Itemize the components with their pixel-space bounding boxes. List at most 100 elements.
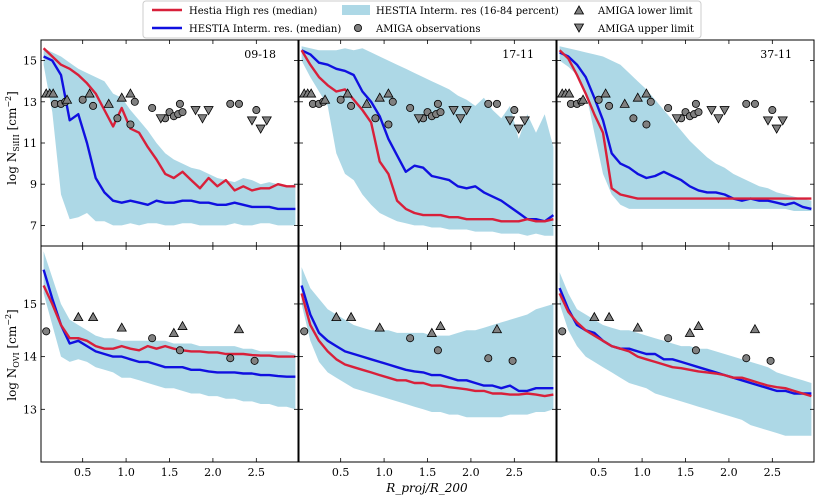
amiga-obs-r0-c1-4	[347, 101, 356, 110]
amiga-obs-r1-c2-0	[558, 327, 567, 336]
high-res-line-r1-c2	[558, 292, 812, 398]
amiga-lower-r1-c1-4	[435, 320, 446, 330]
band-r0-c0	[43, 48, 296, 226]
amiga-upper-r0-c0-6	[261, 116, 272, 126]
amiga-obs-r1-c0-0	[42, 327, 51, 336]
amiga-lower-r1-c2-2	[632, 322, 643, 332]
amiga-lower-r1-c1-3	[426, 327, 438, 337]
legend-label-amiga-upper: AMIGA upper limit	[597, 24, 694, 35]
amiga-lower-r0-c2-6	[632, 92, 643, 102]
amiga-lower-r0-c0-7	[125, 88, 136, 98]
amiga-obs-r1-c1-1	[406, 334, 415, 343]
amiga-upper-r0-c2-6	[777, 116, 788, 126]
amiga-upper-r0-c1-4	[504, 116, 516, 126]
svg-text:log NOVI [cm−2]: log NOVI [cm−2]	[4, 309, 21, 401]
high-res-line-r1-c0	[42, 284, 296, 358]
amiga-obs-r0-c2-5	[629, 114, 638, 123]
legend-swatch-amiga-lower	[573, 5, 585, 15]
ytick-label-r0-0: 7	[30, 219, 37, 232]
amiga-obs-r0-c0-17	[252, 106, 261, 115]
amiga-lower-r0-c0-5	[103, 98, 114, 108]
amiga-upper-r0-c1-0	[413, 114, 425, 124]
amiga-lower-r1-c0-3	[168, 327, 180, 337]
plot-area-r1-c0	[42, 251, 296, 410]
panel-label-0: 09-18	[244, 48, 276, 61]
svg-text:log NSiIII [cm−2]: log NSiIII [cm−2]	[4, 91, 21, 185]
amiga-upper-r0-c2-2	[713, 114, 724, 124]
amiga-obs-r0-c1-13	[433, 99, 442, 108]
panel-r1-c1: 0.5 1.0 1.5 2.0 2.5	[298, 245, 557, 479]
panel-r1-c0: 13 14 15 0.5 1.0 1.5 2.0 2.5	[23, 245, 299, 479]
ytick-label-r0-1: 9	[30, 178, 37, 191]
amiga-upper-r0-c0-5	[255, 124, 266, 134]
ylabel-row-0: log NSiIII [cm−2]	[4, 91, 21, 185]
amiga-obs-r0-c1-8	[406, 103, 415, 112]
amiga-upper-r0-c1-2	[455, 114, 466, 124]
plot-area-r0-c0	[41, 47, 296, 226]
amiga-obs-r1-c0-1	[148, 334, 157, 343]
legend-label-high-res: Hestia High res (median)	[189, 6, 317, 17]
amiga-lower-r1-c2-1	[603, 311, 615, 322]
amiga-obs-r0-c1-5	[371, 114, 380, 123]
amiga-obs-r0-c2-7	[646, 97, 655, 106]
ylabel-row-0-close: ]	[5, 91, 19, 96]
amiga-upper-r0-c2-3	[719, 106, 730, 116]
amiga-obs-r1-c0-3	[226, 354, 235, 363]
amiga-obs-r0-c0-4	[89, 101, 98, 110]
amiga-upper-r0-c1-5	[513, 124, 524, 134]
amiga-obs-r0-c0-6	[126, 120, 135, 129]
amiga-obs-r0-c2-4	[605, 101, 614, 110]
amiga-obs-r0-c1-6	[384, 120, 393, 129]
amiga-lower-r1-c2-5	[749, 323, 761, 334]
xtick-label-c1-4: 2.5	[506, 466, 524, 479]
amiga-obs-r1-c1-3	[484, 354, 493, 363]
amiga-upper-r0-c2-5	[771, 124, 782, 134]
amiga-lower-r0-c1-6	[374, 92, 385, 102]
xtick-label-c0-3: 2.0	[204, 466, 222, 479]
amiga-upper-r0-c0-2	[197, 114, 208, 124]
amiga-lower-r1-c1-5	[491, 323, 503, 334]
amiga-obs-r0-c1-7	[388, 97, 397, 106]
xtick-label-c1-2: 1.5	[419, 466, 437, 479]
amiga-obs-r0-c2-16	[750, 99, 759, 108]
xtick-label-c2-3: 2.0	[720, 466, 738, 479]
high-res-line-r1-c1	[300, 293, 554, 398]
panel-label-1: 17-11	[502, 48, 534, 61]
amiga-obs-r1-c2-1	[664, 334, 673, 343]
xtick-label-c1-1: 1.0	[375, 466, 393, 479]
xtick-label-c2-4: 2.5	[764, 466, 782, 479]
interm-median-line-r0-c2	[559, 51, 812, 211]
amiga-upper-r0-c2-4	[762, 116, 774, 126]
ylabel-row-1: log NOVI [cm−2]	[4, 309, 21, 401]
amiga-obs-r0-c1-17	[510, 106, 519, 115]
interm-median-line-r0-c0	[43, 55, 296, 211]
amiga-obs-r1-c1-2	[433, 346, 442, 355]
ylabel-row-1-unit: [cm	[5, 325, 19, 348]
legend-label-interm-median: HESTIA Interm. res. (median)	[189, 24, 341, 35]
amiga-lower-r0-c2-2	[563, 88, 575, 98]
amiga-upper-r0-c0-1	[190, 106, 201, 116]
legend-swatch-amiga-obs	[353, 23, 362, 32]
plot-area-r1-c2	[558, 272, 812, 436]
ylabel-row-1-exp: −2	[4, 314, 13, 326]
amiga-obs-r0-c2-3	[594, 95, 603, 104]
amiga-lower-r0-c1-7	[383, 88, 394, 98]
amiga-obs-r0-c0-7	[130, 97, 139, 106]
amiga-lower-r0-c2-5	[619, 98, 630, 108]
panel-r0-c1: 17-11	[298, 39, 557, 247]
ylabel-row-1-main: log N	[5, 368, 19, 401]
amiga-lower-r1-c1-1	[345, 311, 357, 322]
legend-label-amiga-obs: AMIGA observations	[375, 24, 480, 35]
amiga-lower-r0-c2-3	[577, 94, 589, 104]
legend-frame	[142, 0, 702, 39]
ylabel-row-1-sub: OVI	[12, 352, 21, 367]
amiga-obs-r0-c1-14	[436, 108, 445, 117]
xtick-label-c2-1: 1.0	[633, 466, 651, 479]
amiga-lower-r0-c0-6	[116, 92, 127, 102]
amiga-lower-r1-c0-2	[116, 322, 127, 332]
band-r1-c0	[43, 251, 296, 410]
ytick-label-r1-1: 14	[23, 351, 37, 364]
amiga-upper-r0-c0-4	[246, 116, 258, 126]
amiga-obs-r1-c2-4	[766, 356, 775, 365]
amiga-obs-r0-c0-16	[234, 99, 243, 108]
